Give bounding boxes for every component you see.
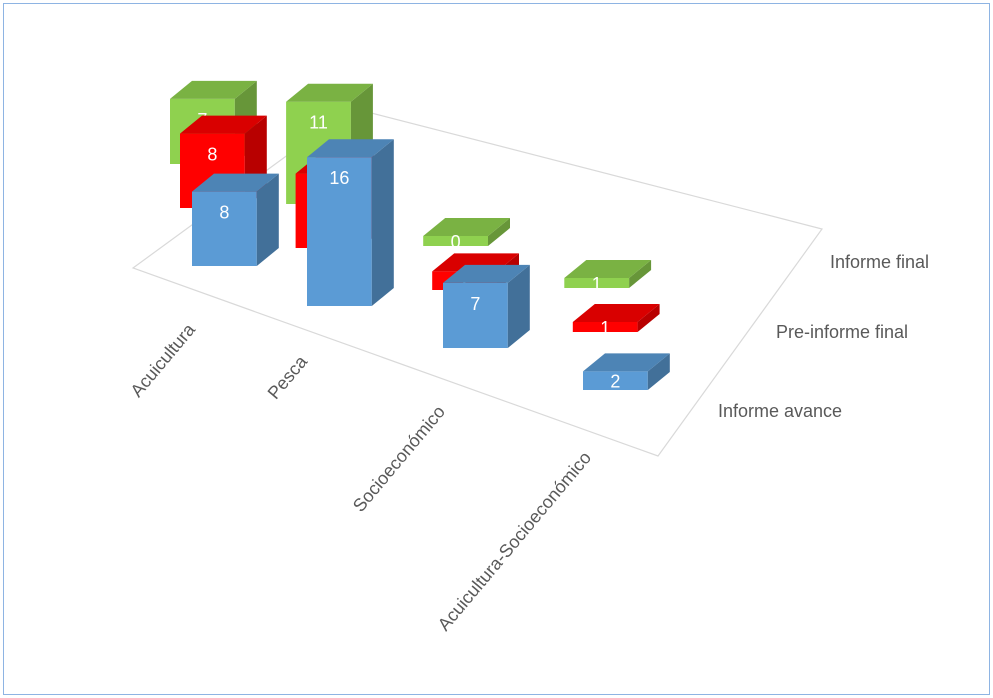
data-label: 8: [207, 145, 217, 165]
bar-side-face: [371, 139, 394, 306]
data-label: 11: [309, 113, 328, 133]
data-label: 0: [451, 232, 461, 252]
bar-top-face: [564, 260, 652, 278]
data-label: 8: [219, 203, 229, 223]
data-label: 1: [600, 318, 610, 338]
bar-top-face: [192, 173, 279, 192]
series-label-informe-final: Informe final: [830, 252, 929, 272]
bars-group: 71101882181672: [170, 80, 670, 392]
bar-informe-final-socioeconomico: 0: [423, 218, 510, 252]
bar-informe-avance-acuicultura-socioeconomico: 2: [583, 353, 670, 392]
bar-top-face: [583, 353, 670, 372]
bar-front-face: [443, 282, 508, 348]
data-label: 16: [329, 168, 349, 188]
category-label-socioeconomico: Socioeconómico: [349, 402, 449, 516]
bar-informe-avance-socioeconomico: 7: [443, 264, 530, 348]
data-label: 1: [592, 274, 602, 294]
bar-top-face: [443, 264, 530, 283]
bar-front-face: [307, 157, 372, 306]
bar-front-face: [423, 236, 488, 246]
bar-informe-final-acuicultura-socioeconomico: 1: [564, 260, 652, 294]
bar-front-face: [564, 278, 630, 288]
data-label: 2: [610, 372, 620, 392]
chart-frame: [3, 3, 990, 695]
bar-side-face: [507, 264, 530, 348]
category-labels: Acuicultura Pesca SocioeconómicoAcuicultur…: [127, 319, 596, 635]
category-label-acuicultura: Acuicultura: [127, 319, 200, 401]
bar-top-face: [423, 218, 510, 236]
bar-informe-avance-acuicultura: 8: [192, 173, 279, 266]
bar-side-face: [629, 260, 652, 288]
data-label: 7: [470, 294, 480, 314]
bar-front-face: [583, 371, 648, 390]
bar-side-face: [488, 218, 510, 246]
bar-side-face: [647, 353, 670, 390]
category-label-acuicultura-socioeconomico: Acuicultura-Socioeconómico: [434, 448, 595, 635]
bar-side-face: [256, 173, 279, 266]
bar-informe-avance-pesca: 16: [307, 139, 394, 306]
bar-pre-informe-final-acuicultura-socioeconomico: 1: [572, 304, 660, 338]
bar-side-face: [637, 304, 660, 332]
series-label-pre-informe-final: Pre-informe final: [776, 322, 908, 342]
bar-top-face: [170, 80, 257, 99]
bar-front-face: [192, 191, 257, 266]
bar-front-face: [572, 322, 638, 332]
chart-floor: [131, 107, 824, 457]
series-labels: Informe avance Pre-informe final Informe f…: [718, 252, 929, 421]
category-label-pesca: Pesca: [264, 351, 312, 403]
bar-top-face: [286, 83, 373, 102]
bar-top-face: [572, 304, 660, 322]
series-label-informe-avance: Informe avance: [718, 401, 842, 421]
bar-top-face: [180, 115, 267, 134]
bar-top-face: [307, 139, 394, 158]
